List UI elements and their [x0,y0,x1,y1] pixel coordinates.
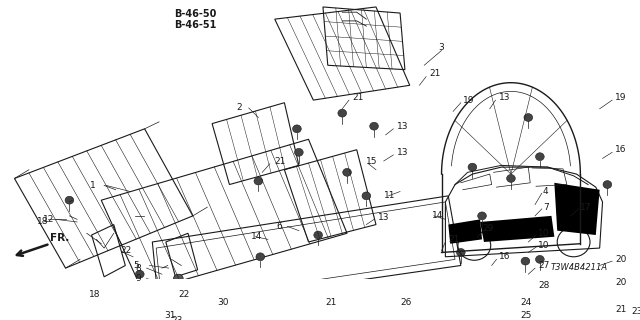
Text: 19: 19 [615,93,627,102]
Text: 18: 18 [36,218,48,227]
Polygon shape [554,183,600,235]
Text: 18: 18 [89,290,100,299]
Circle shape [362,192,371,200]
Text: B-46-51: B-46-51 [174,20,216,29]
Circle shape [338,109,347,117]
Circle shape [370,122,378,130]
Text: 16: 16 [499,252,511,261]
Circle shape [173,274,183,283]
Circle shape [292,125,301,133]
Text: 15: 15 [366,156,378,165]
Text: 31: 31 [164,311,175,320]
Text: 21: 21 [275,156,286,165]
Text: 11: 11 [384,191,395,200]
Text: 2: 2 [236,103,242,112]
Text: 4: 4 [543,187,548,196]
Circle shape [63,305,72,313]
Text: 8: 8 [135,264,141,273]
Circle shape [314,231,323,239]
Circle shape [294,148,303,156]
Text: 26: 26 [400,299,412,308]
Text: 24: 24 [520,299,532,308]
Text: 21: 21 [352,93,364,102]
Text: FR.: FR. [50,234,70,244]
Text: 22: 22 [120,246,132,255]
Text: 28: 28 [538,281,549,290]
Circle shape [524,114,532,121]
Text: 16: 16 [615,145,627,154]
Text: T3W4B4211A: T3W4B4211A [550,263,607,272]
Text: 21: 21 [615,305,627,314]
Text: 13: 13 [499,93,511,102]
Circle shape [256,253,264,261]
Circle shape [516,288,525,295]
Text: 21: 21 [429,69,440,78]
Text: 17: 17 [580,203,592,212]
Text: 22: 22 [179,290,189,299]
Text: 7: 7 [543,203,548,212]
Circle shape [507,174,515,182]
Polygon shape [448,219,482,244]
Text: 12: 12 [44,215,55,224]
Circle shape [603,180,612,188]
Text: 14: 14 [432,212,444,220]
Text: 21: 21 [448,235,460,244]
Text: 10: 10 [538,229,550,238]
Circle shape [468,163,477,171]
Text: 6: 6 [276,222,282,231]
Circle shape [521,257,530,265]
Text: 19: 19 [463,96,474,105]
Text: 13: 13 [397,148,409,157]
Text: 13: 13 [397,122,409,131]
Text: 23: 23 [632,307,640,316]
Text: 9: 9 [135,274,141,283]
Text: 21: 21 [326,299,337,308]
Circle shape [343,168,351,176]
Circle shape [637,218,640,226]
Circle shape [136,270,144,278]
Text: 3: 3 [438,44,444,52]
Circle shape [302,285,311,293]
Circle shape [227,296,236,304]
Text: 27: 27 [538,261,549,270]
Text: 20: 20 [615,278,627,287]
Text: 1: 1 [90,181,95,190]
Text: 10: 10 [538,241,550,250]
Text: 13: 13 [378,213,389,222]
Text: 20: 20 [615,255,627,264]
Circle shape [254,177,262,185]
Text: 5: 5 [133,261,139,270]
Text: 30: 30 [217,299,228,308]
Circle shape [456,249,465,256]
Text: 14: 14 [251,232,262,241]
Text: 29: 29 [482,224,493,233]
Circle shape [477,212,486,220]
Text: B-46-50: B-46-50 [174,10,216,20]
Polygon shape [480,216,554,242]
Circle shape [536,153,544,161]
Text: 25: 25 [520,311,532,320]
Circle shape [536,255,544,263]
Circle shape [65,196,74,204]
Text: 23: 23 [172,316,183,320]
